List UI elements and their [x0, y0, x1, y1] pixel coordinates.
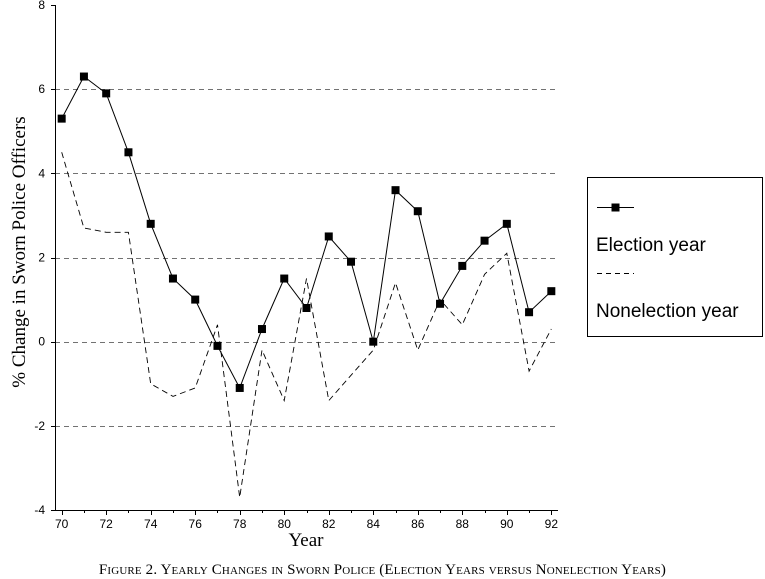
y-tick-label: 0: [38, 335, 45, 349]
legend: Election year Nonelection year: [587, 177, 763, 337]
election-year-point: [525, 308, 534, 317]
legend-entry-election-year: Election year: [596, 203, 707, 256]
election-year-point: [436, 299, 445, 308]
y-axis-label: % Change in Sworn Police Officers: [9, 116, 30, 387]
election-year-point: [280, 274, 289, 283]
x-tick-label: 70: [55, 517, 69, 531]
x-tick-label: 72: [100, 517, 114, 531]
election-year-point: [347, 257, 356, 266]
election-year-point: [502, 219, 511, 228]
legend-election-year-label: Election year: [596, 235, 707, 256]
election-year-point: [369, 337, 378, 346]
y-axis-ticks: -4 -2 0 2 4 6 8: [34, 0, 55, 517]
x-tick-label: 74: [144, 517, 158, 531]
x-axis-ticks: 70 72 74 76 78 80 82 84 86 88 90 92: [55, 510, 558, 531]
election-year-point: [547, 287, 556, 296]
election-year-point: [213, 341, 222, 350]
x-tick-label: 90: [500, 517, 514, 531]
legend-election-year-swatch-marker: [611, 203, 620, 212]
y-tick-label: 6: [38, 82, 45, 96]
y-tick-label: 2: [38, 251, 45, 265]
election-year-point: [302, 304, 311, 312]
y-tick-label: 8: [38, 0, 45, 12]
election-year-point: [324, 232, 333, 241]
x-tick-label: 82: [322, 517, 336, 531]
election-year-point: [102, 89, 111, 98]
y-tick-label: -4: [34, 503, 45, 517]
nonelection-year-line: [61, 152, 552, 498]
election-year-point: [168, 274, 177, 283]
election-year-point: [191, 295, 200, 304]
x-tick-label: 78: [233, 517, 247, 531]
election-year-point: [146, 219, 155, 228]
election-year-point: [235, 383, 244, 392]
election-year-point: [413, 207, 422, 216]
x-tick-label: 92: [545, 517, 559, 531]
election-year-point: [257, 325, 266, 334]
election-year-line: [61, 75, 552, 390]
x-tick-label: 88: [456, 517, 470, 531]
x-tick-label: 84: [367, 517, 381, 531]
x-tick-label: 80: [278, 517, 292, 531]
figure-caption: Figure 2. Yearly Changes in Sworn Police…: [98, 562, 667, 578]
election-year-point: [480, 236, 489, 245]
series: [57, 72, 556, 498]
legend-nonelection-year-label: Nonelection year: [596, 301, 739, 322]
election-year-point: [458, 261, 467, 270]
y-tick-label: 4: [38, 166, 45, 180]
y-tick-label: -2: [34, 419, 45, 433]
x-tick-label: 86: [411, 517, 425, 531]
election-year-point: [391, 186, 400, 195]
election-year-point: [57, 114, 66, 123]
election-year-point: [124, 148, 133, 157]
election-year-point: [79, 72, 88, 81]
axes: [55, 5, 558, 511]
x-tick-label: 76: [189, 517, 203, 531]
legend-entry-nonelection-year: Nonelection year: [596, 273, 739, 322]
gridlines: [55, 89, 558, 427]
x-axis-label: Year: [288, 530, 324, 551]
